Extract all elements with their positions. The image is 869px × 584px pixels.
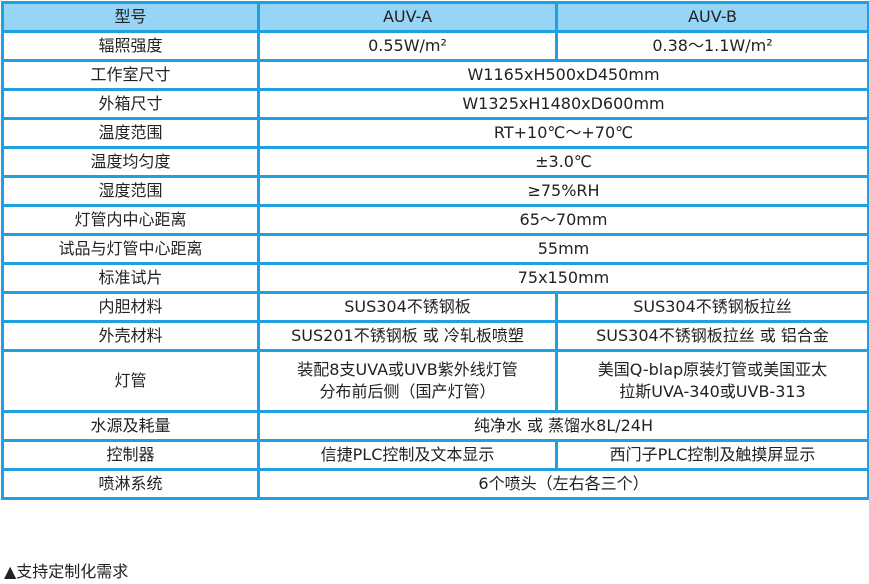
value-cell-both: RT+10℃～+70℃ xyxy=(257,117,869,149)
header-cell: AUV-B xyxy=(555,1,869,33)
value-cell-both: 6个喷头（左右各三个） xyxy=(257,468,869,500)
cell-text: 标准试片 xyxy=(98,268,163,287)
customization-note: ▲支持定制化需求 xyxy=(4,562,129,581)
cell-text: 喷淋系统 xyxy=(98,474,163,493)
table-row: 外箱尺寸 W1325xH1480xD600mm xyxy=(1,88,869,120)
value-cell-auv-a: 信捷PLC控制及文本显示 xyxy=(257,439,558,471)
cell-text: 分布前后侧（国产灯管） xyxy=(319,382,496,401)
header-cell: AUV-A xyxy=(257,1,558,33)
row-label: 控制器 xyxy=(1,439,260,471)
row-label: 灯管 xyxy=(1,349,260,413)
cell-text: W1165xH500xD450mm xyxy=(467,65,660,84)
row-label: 灯管内中心距离 xyxy=(1,204,260,236)
cell-text: 试品与灯管中心距离 xyxy=(58,239,203,258)
value-cell-auv-a: SUS201不锈钢板 或 冷轧板喷塑 xyxy=(257,320,558,352)
cell-text: 内胆材料 xyxy=(98,297,163,316)
value-cell-both: ±3.0℃ xyxy=(257,146,869,178)
header-cell: 型号 xyxy=(1,1,260,33)
cell-text: 温度范围 xyxy=(98,123,163,142)
value-cell-auv-b: SUS304不锈钢板拉丝 xyxy=(555,291,869,323)
value-cell-auv-b: 美国Q-blap原装灯管或美国亚太 拉斯UVA-340或UVB-313 xyxy=(555,349,869,413)
table-row: 试品与灯管中心距离 55mm xyxy=(1,233,869,265)
value-cell-both: ≥75%RH xyxy=(257,175,869,207)
row-label: 辐照强度 xyxy=(1,30,260,62)
cell-text: 0.55W/m² xyxy=(368,36,447,55)
row-label: 外壳材料 xyxy=(1,320,260,352)
cell-text: 型号 xyxy=(114,7,147,26)
row-label: 外箱尺寸 xyxy=(1,88,260,120)
cell-text: SUS201不锈钢板 或 冷轧板喷塑 xyxy=(291,326,524,345)
cell-text: 水源及耗量 xyxy=(90,416,171,435)
row-label: 工作室尺寸 xyxy=(1,59,260,91)
value-cell-auv-a: 装配8支UVA或UVB紫外线灯管 分布前后侧（国产灯管） xyxy=(257,349,558,413)
value-cell-auv-b: 0.38～1.1W/m² xyxy=(555,30,869,62)
cell-text: 控制器 xyxy=(106,445,155,464)
cell-text: AUV-B xyxy=(688,7,737,26)
value-cell-both: 75x150mm xyxy=(257,262,869,294)
table-row: 灯管 装配8支UVA或UVB紫外线灯管 分布前后侧（国产灯管） 美国Q-blap原装灯… xyxy=(1,349,869,413)
cell-text: 外壳材料 xyxy=(98,326,163,345)
cell-text: 外箱尺寸 xyxy=(98,94,163,113)
header-row: 型号 AUV-A AUV-B xyxy=(1,1,869,33)
cell-text: 温度均匀度 xyxy=(90,152,171,171)
table-row: 湿度范围 ≥75%RH xyxy=(1,175,869,207)
table-row: 内胆材料 SUS304不锈钢板 SUS304不锈钢板拉丝 xyxy=(1,291,869,323)
table-row: 灯管内中心距离 65～70mm xyxy=(1,204,869,236)
cell-text: SUS304不锈钢板拉丝 或 铝合金 xyxy=(596,326,829,345)
row-label: 温度均匀度 xyxy=(1,146,260,178)
cell-text: 55mm xyxy=(537,239,590,258)
cell-text: 装配8支UVA或UVB紫外线灯管 xyxy=(297,360,518,379)
cell-text: W1325xH1480xD600mm xyxy=(462,94,665,113)
row-label: 试品与灯管中心距离 xyxy=(1,233,260,265)
row-label: 水源及耗量 xyxy=(1,410,260,442)
cell-text: ≥75%RH xyxy=(527,181,600,200)
cell-text: 西门子PLC控制及触摸屏显示 xyxy=(609,445,816,464)
cell-text: 信捷PLC控制及文本显示 xyxy=(320,445,495,464)
cell-text: 灯管内中心距离 xyxy=(74,210,187,229)
value-cell-auv-b: 西门子PLC控制及触摸屏显示 xyxy=(555,439,869,471)
cell-text: 纯净水 或 蒸馏水8L/24H xyxy=(473,416,654,435)
spec-table: 型号 AUV-A AUV-B 辐照强度 0.55W/m² 0.38～1.1W/m² 工作室尺… xyxy=(1,1,869,500)
cell-text: ±3.0℃ xyxy=(535,152,592,171)
row-label: 内胆材料 xyxy=(1,291,260,323)
row-label: 湿度范围 xyxy=(1,175,260,207)
cell-text: 工作室尺寸 xyxy=(90,65,171,84)
cell-text: 6个喷头（左右各三个） xyxy=(478,474,649,493)
table-row: 工作室尺寸 W1165xH500xD450mm xyxy=(1,59,869,91)
table-row: 外壳材料 SUS201不锈钢板 或 冷轧板喷塑 SUS304不锈钢板拉丝 或 铝合金 xyxy=(1,320,869,352)
value-cell-auv-a: SUS304不锈钢板 xyxy=(257,291,558,323)
value-cell-both: 65～70mm xyxy=(257,204,869,236)
cell-text: 灯管 xyxy=(114,371,147,390)
value-cell-both: W1325xH1480xD600mm xyxy=(257,88,869,120)
table-row: 控制器 信捷PLC控制及文本显示 西门子PLC控制及触摸屏显示 xyxy=(1,439,869,471)
table-row: 水源及耗量 纯净水 或 蒸馏水8L/24H xyxy=(1,410,869,442)
row-label: 喷淋系统 xyxy=(1,468,260,500)
value-cell-both: 纯净水 或 蒸馏水8L/24H xyxy=(257,410,869,442)
table-row: 温度范围 RT+10℃～+70℃ xyxy=(1,117,869,149)
value-cell-both: 55mm xyxy=(257,233,869,265)
table-row: 标准试片 75x150mm xyxy=(1,262,869,294)
table-row: 辐照强度 0.55W/m² 0.38～1.1W/m² xyxy=(1,30,869,62)
cell-text: 美国Q-blap原装灯管或美国亚太 xyxy=(597,360,828,379)
cell-text: 湿度范围 xyxy=(98,181,163,200)
value-cell-auv-a: 0.55W/m² xyxy=(257,30,558,62)
cell-text: SUS304不锈钢板拉丝 xyxy=(633,297,792,316)
value-cell-auv-b: SUS304不锈钢板拉丝 或 铝合金 xyxy=(555,320,869,352)
cell-text: 65～70mm xyxy=(519,210,608,229)
value-cell-both: W1165xH500xD450mm xyxy=(257,59,869,91)
cell-text: 拉斯UVA-340或UVB-313 xyxy=(619,382,806,401)
cell-text: RT+10℃～+70℃ xyxy=(493,123,634,142)
cell-text: 辐照强度 xyxy=(98,36,163,55)
cell-text: 0.38～1.1W/m² xyxy=(652,36,773,55)
row-label: 温度范围 xyxy=(1,117,260,149)
table-row: 温度均匀度 ±3.0℃ xyxy=(1,146,869,178)
row-label: 标准试片 xyxy=(1,262,260,294)
cell-text: 75x150mm xyxy=(517,268,610,287)
cell-text: AUV-A xyxy=(382,7,433,26)
cell-text: SUS304不锈钢板 xyxy=(344,297,471,316)
table-row: 喷淋系统 6个喷头（左右各三个） xyxy=(1,468,869,500)
